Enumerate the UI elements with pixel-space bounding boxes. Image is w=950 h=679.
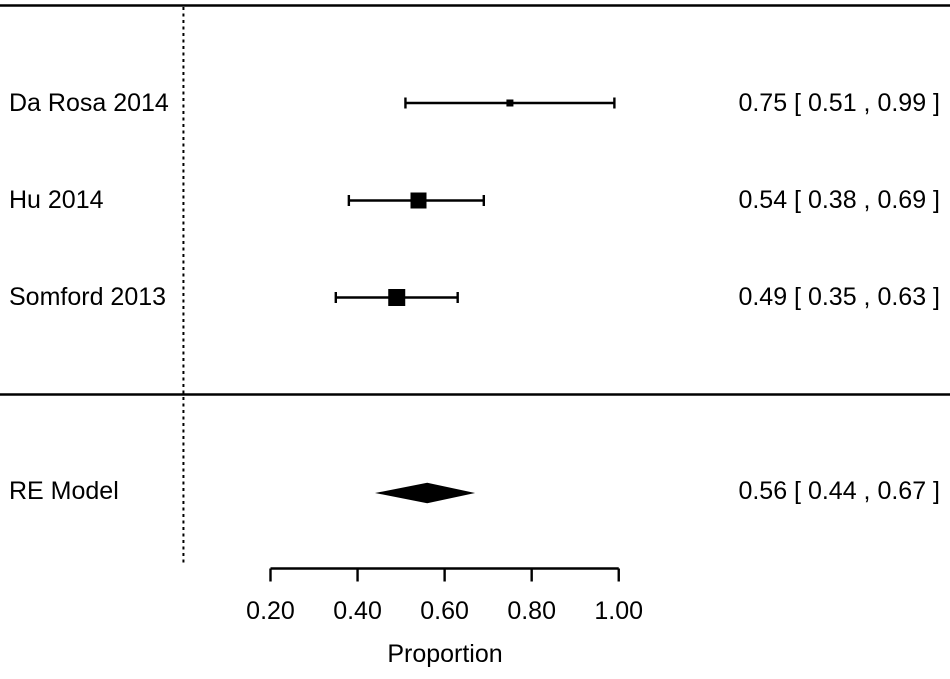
study-label: Somford 2013 (9, 283, 167, 311)
summary-ci-text: 0.56 [ 0.44 , 0.67 ] (738, 477, 940, 505)
x-axis-tick-label: 0.40 (333, 597, 382, 625)
study-estimate-square (388, 289, 406, 306)
x-axis-tick-label: 0.20 (246, 597, 295, 625)
study-label: Da Rosa 2014 (9, 89, 169, 117)
study-ci-text: 0.75 [ 0.51 , 0.99 ] (738, 89, 940, 117)
study-estimate-square (410, 192, 427, 209)
summary-diamond (374, 482, 476, 504)
study-ci-text: 0.54 [ 0.38 , 0.69 ] (738, 186, 940, 214)
study-estimate-square (506, 99, 514, 107)
x-axis-tick-label: 0.80 (507, 597, 557, 625)
summary-label: RE Model (9, 477, 119, 505)
x-axis-tick-label: 0.60 (420, 597, 469, 625)
study-label: Hu 2014 (9, 186, 104, 214)
x-axis-tick-label: 1.00 (594, 597, 644, 625)
study-ci-text: 0.49 [ 0.35 , 0.63 ] (738, 283, 940, 311)
x-axis-title: Proportion (387, 640, 503, 668)
